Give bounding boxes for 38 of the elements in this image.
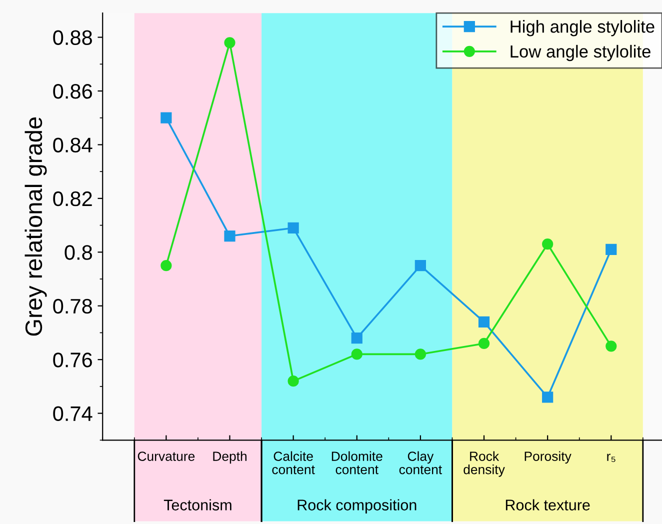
point	[351, 348, 362, 360]
y-tick-label: 0.76	[53, 352, 92, 368]
x-tick-label: Rock density	[464, 451, 505, 477]
band-label: Rock composition	[298, 499, 416, 514]
point	[288, 222, 299, 234]
y-tick-label: 0.8	[64, 245, 92, 260]
point	[606, 244, 617, 256]
band-label: Tectonism	[164, 499, 232, 510]
point	[160, 260, 172, 272]
y-tick-label: 0.82	[53, 191, 92, 206]
y-tick-label: 0.78	[53, 298, 92, 314]
point	[160, 112, 172, 124]
point	[606, 340, 617, 352]
point	[478, 316, 490, 328]
point	[351, 332, 362, 344]
x-tick-label: Clay content	[399, 451, 442, 474]
y-tick-label: 0.74	[53, 406, 92, 422]
point	[414, 348, 426, 360]
x-tick-label: Calcite content	[272, 451, 315, 474]
legend-label: Low angle stylolite	[510, 44, 650, 62]
y-tick-label: 0.88	[53, 30, 92, 46]
y-axis-title: Grey relational grade	[24, 117, 47, 336]
band-label: Rock texture	[506, 499, 590, 510]
point	[542, 392, 554, 403]
point	[288, 376, 299, 387]
point	[414, 260, 426, 272]
x-tick-label: r₅	[607, 454, 616, 462]
point	[542, 238, 554, 250]
y-tick-label: 0.86	[53, 84, 92, 99]
point	[224, 37, 236, 48]
x-tick-label: Dolomite content	[332, 451, 382, 474]
x-tick-label: Depth	[213, 451, 246, 464]
x-tick-label: Curvature	[138, 452, 195, 461]
point	[224, 230, 236, 242]
point	[478, 338, 490, 350]
x-tick-label: Porosity	[524, 451, 572, 464]
legend-label: High angle stylolite	[510, 20, 654, 36]
y-tick-label: 0.84	[53, 138, 92, 152]
